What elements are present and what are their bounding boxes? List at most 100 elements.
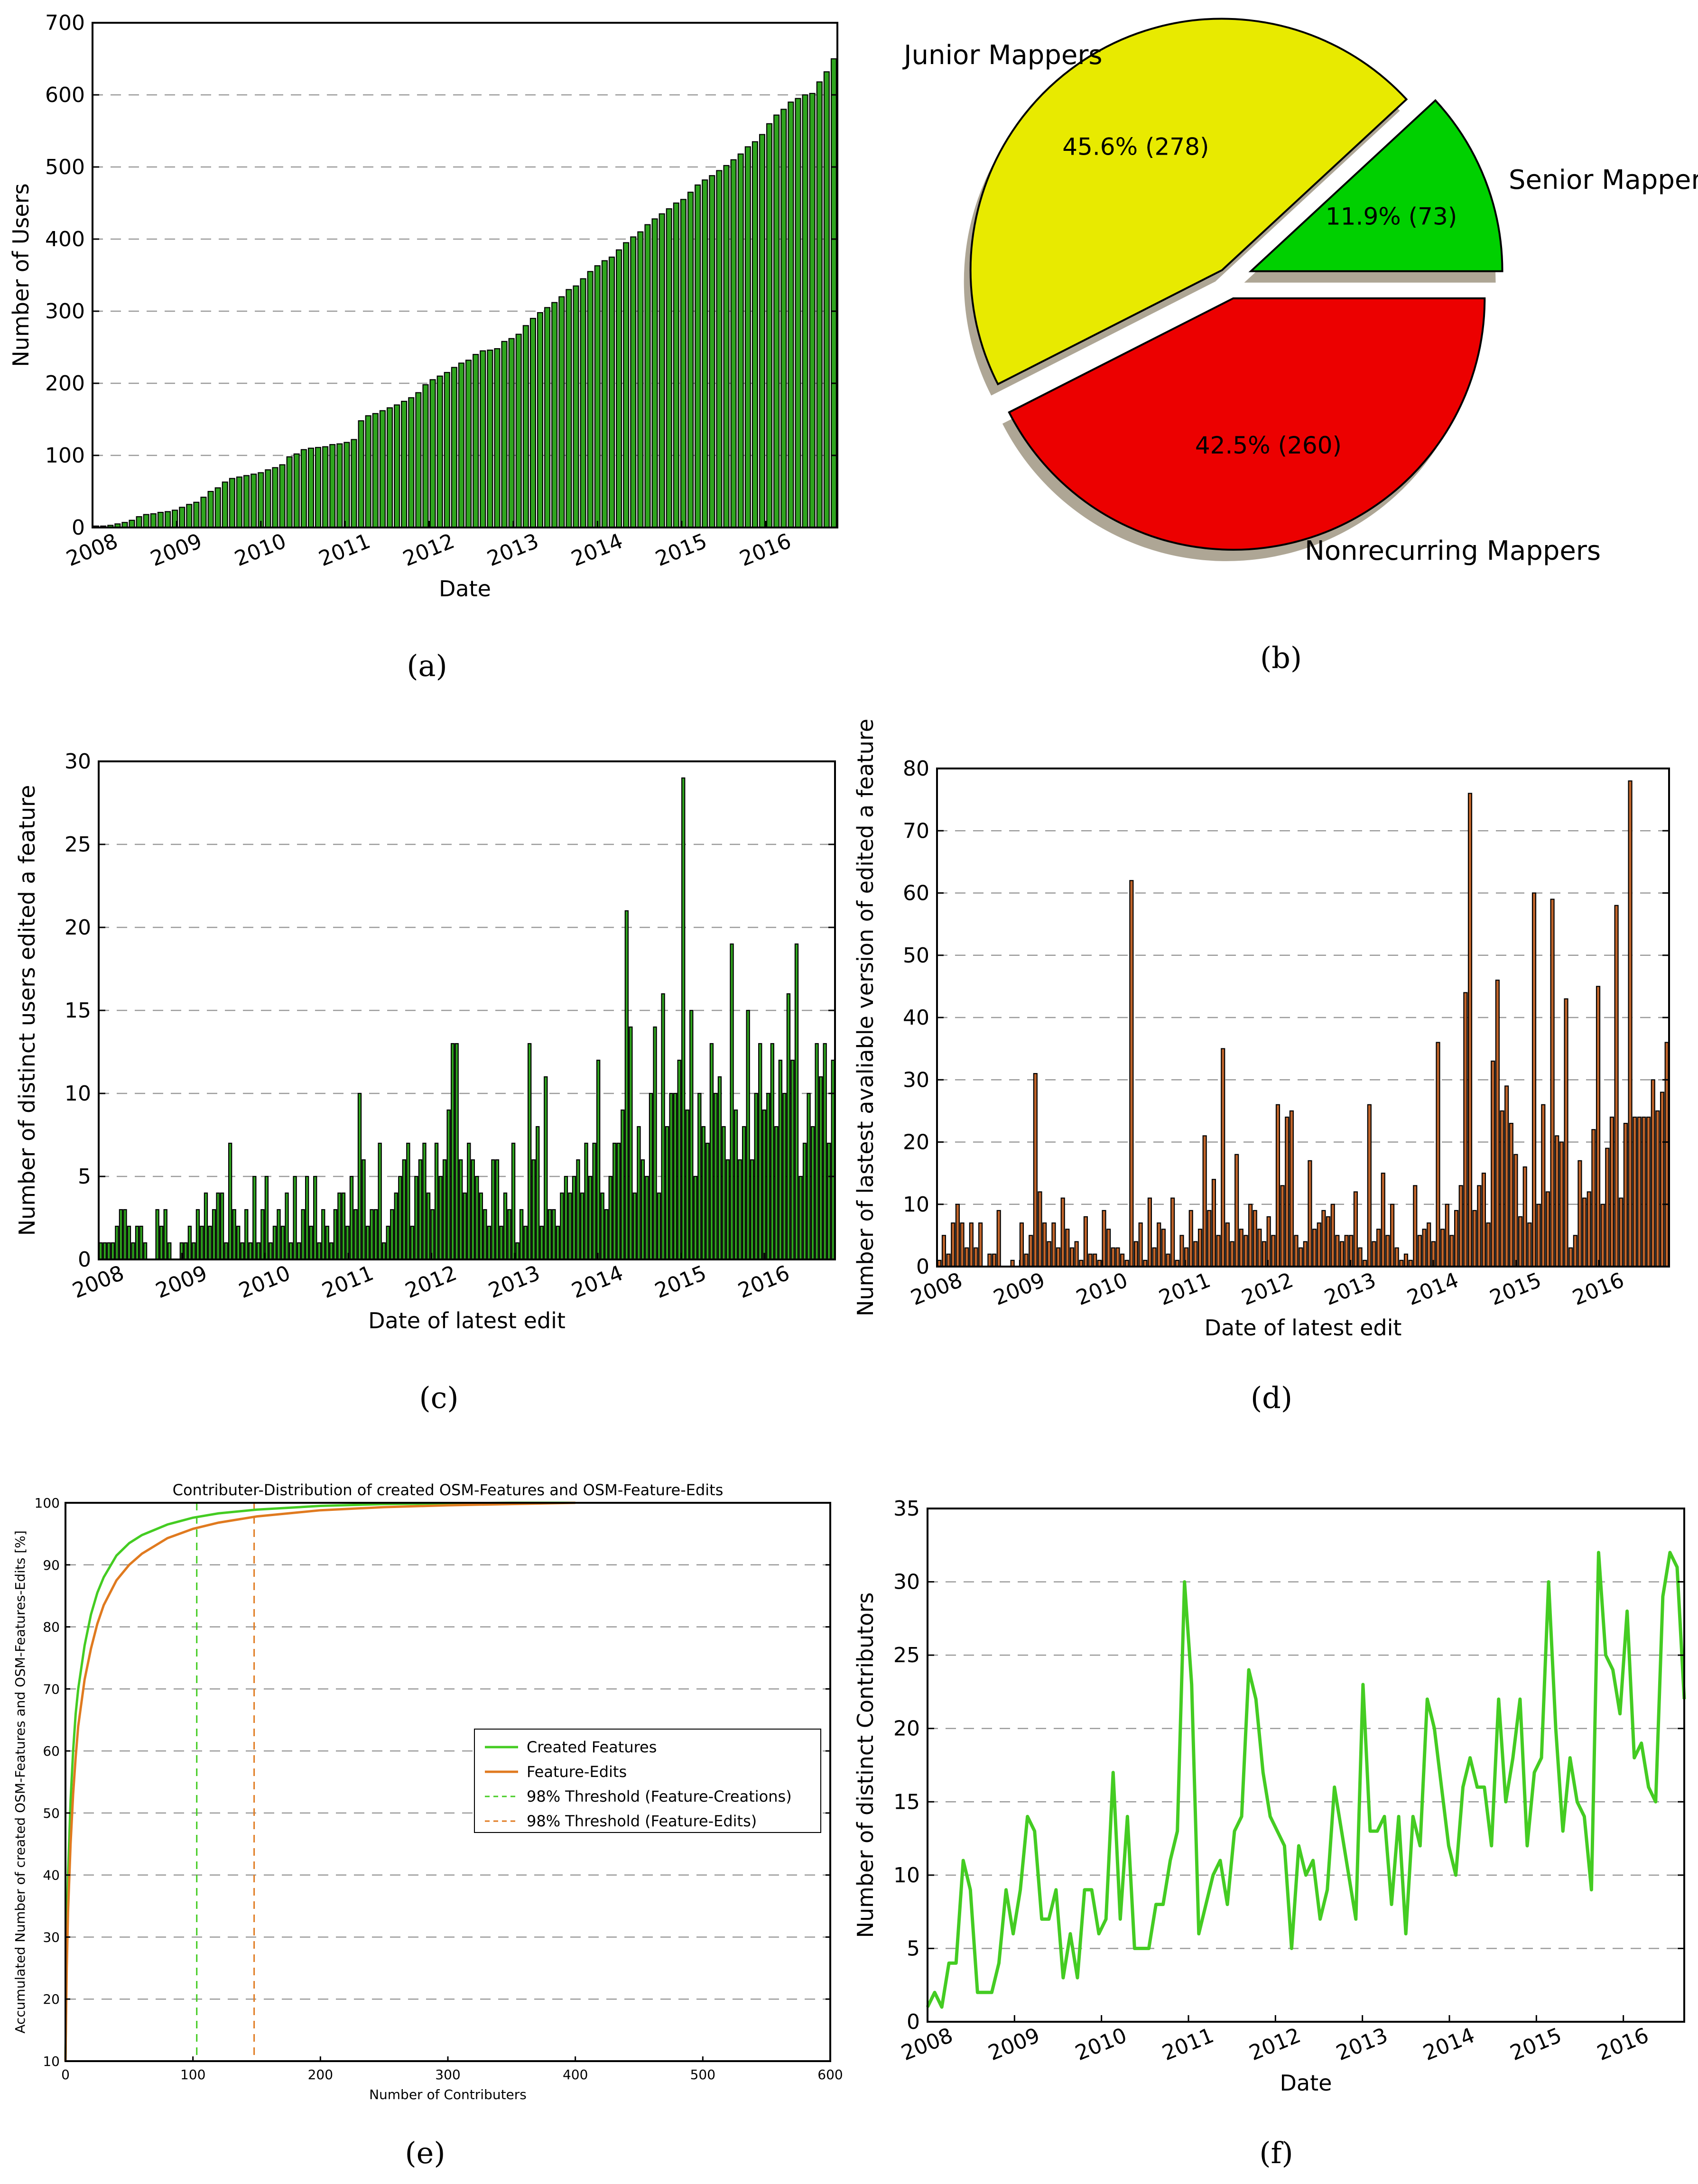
bar <box>762 1109 766 1260</box>
bar <box>414 1175 418 1260</box>
bar <box>1582 1197 1587 1268</box>
x-tick-label: 2016 <box>1569 1268 1627 1310</box>
x-axis-title: Number of Contributers <box>369 2087 527 2102</box>
bar <box>1083 1216 1088 1268</box>
bar <box>1417 1235 1422 1268</box>
bar <box>992 1253 997 1268</box>
bar <box>1339 1241 1345 1268</box>
x-tick-label: 2010 <box>235 1261 294 1303</box>
bar <box>426 1192 431 1260</box>
legend-box <box>474 1729 821 1833</box>
bar <box>552 1209 556 1260</box>
bar <box>551 302 558 528</box>
bar <box>588 1175 593 1260</box>
bar <box>730 159 737 528</box>
bar <box>1500 1110 1504 1268</box>
bar <box>1120 1253 1125 1268</box>
bar <box>681 777 686 1260</box>
bar <box>596 1059 601 1260</box>
x-tick-label: 2014 <box>568 1261 627 1303</box>
bar <box>321 1209 325 1260</box>
x-tick-label: 2011 <box>315 529 374 571</box>
x-tick-label: 2016 <box>735 1261 793 1303</box>
y-tick-label: 20 <box>65 916 91 940</box>
bar <box>1559 1141 1564 1268</box>
x-tick-label: 500 <box>690 2067 715 2082</box>
bar <box>766 123 773 528</box>
legend-label: Created Features <box>527 1738 657 1756</box>
bar <box>568 1192 572 1260</box>
bar <box>960 1222 965 1268</box>
bar <box>264 1175 269 1260</box>
bar <box>714 1092 718 1260</box>
bar <box>150 513 157 528</box>
bar <box>212 1209 216 1260</box>
bar <box>1257 1229 1262 1268</box>
bar <box>236 1225 241 1260</box>
bar <box>807 1092 811 1260</box>
bar <box>163 1209 167 1260</box>
bar <box>564 1175 568 1260</box>
bar <box>1642 1116 1646 1268</box>
bar <box>1157 1222 1161 1268</box>
x-tick-label: 2014 <box>568 529 626 571</box>
bar <box>1390 1203 1395 1268</box>
y-tick-label: 90 <box>43 1557 60 1573</box>
x-tick-label: 2010 <box>1072 2023 1130 2065</box>
bar <box>544 1076 548 1260</box>
bar <box>1550 898 1555 1268</box>
bar <box>127 1225 131 1260</box>
y-tick-label: 10 <box>903 1193 929 1217</box>
bar <box>1271 1235 1276 1268</box>
bar <box>232 1209 236 1260</box>
bar <box>329 1242 334 1260</box>
bar <box>285 1192 289 1260</box>
bar <box>269 1242 273 1260</box>
bar <box>1060 1197 1065 1268</box>
bar <box>286 456 293 528</box>
y-tick-label: 0 <box>78 1248 91 1272</box>
bar <box>1577 1160 1582 1268</box>
bar <box>601 260 608 528</box>
bar <box>623 242 630 528</box>
bar <box>515 1242 520 1260</box>
bar <box>665 1126 669 1260</box>
bar <box>107 1242 111 1260</box>
bar <box>1294 1235 1299 1268</box>
bar <box>1522 1166 1527 1268</box>
bar <box>463 1192 467 1260</box>
bar <box>251 473 257 528</box>
bar <box>1372 1241 1376 1268</box>
caption-a: (a) <box>407 648 447 683</box>
bar <box>810 1126 815 1260</box>
bar <box>701 1126 706 1260</box>
legend-label: Feature-Edits <box>527 1763 627 1781</box>
bar <box>677 1059 681 1260</box>
bar <box>827 1142 831 1260</box>
x-axis-title: Date of latest edit <box>368 1308 566 1333</box>
caption-c: (c) <box>419 1380 458 1415</box>
x-tick-label: 2016 <box>1594 2023 1652 2065</box>
bar <box>637 231 644 528</box>
bar <box>754 1092 758 1260</box>
bar <box>1403 1253 1409 1268</box>
x-tick-label: 2011 <box>1159 2023 1217 2065</box>
bar <box>1321 1210 1326 1268</box>
y-axis-title: Number of lastest avaliable version of e… <box>853 719 878 1316</box>
bar <box>802 94 808 528</box>
bar <box>341 1192 346 1260</box>
bar <box>1253 1210 1257 1268</box>
chart-title: Contributer-Distribution of created OSM-… <box>173 1481 724 1499</box>
bar <box>337 1192 342 1260</box>
bar <box>272 467 278 528</box>
bar <box>780 109 787 528</box>
bar <box>450 1043 455 1260</box>
pie-percent-label: 42.5% (260) <box>1195 432 1342 459</box>
bar <box>1216 1235 1221 1268</box>
pie-count-value: 73 <box>1418 203 1448 231</box>
bar <box>167 1242 172 1260</box>
bar <box>193 501 200 528</box>
y-tick-label: 80 <box>903 757 929 781</box>
y-tick-label: 300 <box>45 299 85 324</box>
